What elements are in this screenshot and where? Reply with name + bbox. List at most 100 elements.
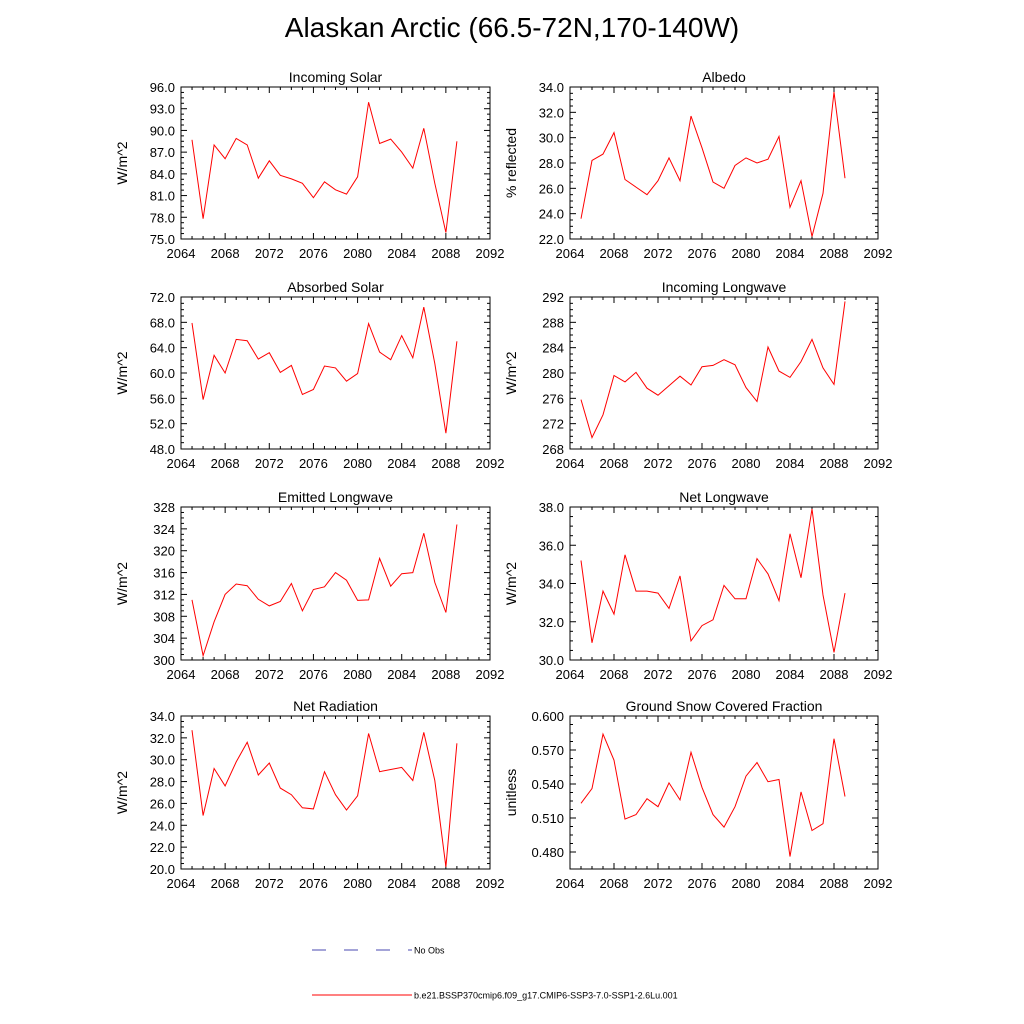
y-tick-label: 96.0 [150,80,175,95]
x-tick-label: 2092 [864,667,893,682]
x-tick-label: 2080 [732,667,761,682]
y-tick-label: 312 [153,587,175,602]
y-tick-label: 0.570 [531,743,564,758]
x-tick-label: 2076 [299,246,328,261]
y-tick-label: 292 [542,290,564,305]
series-line-net-longwave [580,508,846,653]
y-axis-label: unitless [503,769,519,816]
x-tick-label: 2064 [167,246,196,261]
chart-panel-net-radiation: Net Radiation W/m^2 2064 2068 2072 2076 2080 20… [114,698,504,891]
y-tick-label: 93.0 [150,102,175,117]
y-tick-label: 34.0 [150,709,175,724]
x-tick-label: 2080 [732,456,761,471]
x-tick-label: 2068 [600,246,629,261]
y-tick-label: 34.0 [539,577,564,592]
legend: No Obs b.e21.BSSP370cmip6.f09_g17.CMIP6-… [312,946,678,1001]
chart-panel-albedo: Albedo % reflected 2064 2068 2072 2076 2080 208… [503,69,892,261]
x-tick-label: 2088 [820,876,849,891]
x-tick-label: 2072 [644,456,673,471]
x-tick-label: 2084 [776,456,805,471]
y-tick-label: 324 [153,522,175,537]
y-tick-label: 84.0 [150,167,175,182]
chart-title: Incoming Solar [289,69,383,85]
x-tick-label: 2064 [167,667,196,682]
y-tick-label: 26.0 [150,796,175,811]
y-tick-label: 48.0 [150,442,175,457]
y-tick-label: 56.0 [150,391,175,406]
plot-frame [569,506,879,661]
chart-title: Net Longwave [679,489,769,505]
plot-frame [569,715,879,870]
plot-frame [180,86,491,240]
x-tick-label: 2072 [255,876,284,891]
y-tick-label: 0.510 [531,811,564,826]
y-tick-label: 272 [542,417,564,432]
x-tick-label: 2068 [211,876,240,891]
series-line-incoming-solar [191,102,458,233]
y-tick-label: 87.0 [150,145,175,160]
x-tick-label: 2064 [556,456,585,471]
y-tick-label: 72.0 [150,290,175,305]
y-tick-label: 75.0 [150,232,175,247]
y-axis-label: W/m^2 [114,141,130,184]
plot-frame [569,296,879,450]
x-tick-label: 2076 [688,246,717,261]
y-tick-label: 24.0 [539,207,564,222]
x-tick-label: 2064 [167,456,196,471]
x-tick-label: 2068 [600,456,629,471]
y-tick-label: 32.0 [150,731,175,746]
x-tick-label: 2072 [255,456,284,471]
y-tick-label: 328 [153,500,175,515]
y-tick-label: 20.0 [150,862,175,877]
y-tick-label: 28.0 [539,156,564,171]
y-tick-label: 0.480 [531,845,564,860]
y-tick-label: 34.0 [539,80,564,95]
x-tick-label: 2080 [343,667,372,682]
series-line-net-radiation [191,730,458,867]
chart-panel-net-longwave: Net Longwave W/m^2 2064 2068 2072 2076 2080 208… [503,489,892,682]
x-tick-label: 2064 [556,876,585,891]
x-tick-label: 2076 [688,456,717,471]
y-axis-label: W/m^2 [503,351,519,394]
y-tick-label: 284 [542,341,564,356]
y-tick-label: 26.0 [539,181,564,196]
x-tick-label: 2072 [644,667,673,682]
x-tick-label: 2072 [644,246,673,261]
x-tick-label: 2080 [343,876,372,891]
y-tick-label: 304 [153,631,175,646]
y-tick-label: 64.0 [150,341,175,356]
x-tick-label: 2088 [820,456,849,471]
x-tick-label: 2092 [476,876,505,891]
y-tick-label: 280 [542,366,564,381]
series-line-ground-snow-covered-fraction [580,732,846,857]
x-tick-label: 2092 [476,246,505,261]
y-tick-label: 68.0 [150,315,175,330]
x-tick-label: 2072 [255,246,284,261]
y-tick-label: 36.0 [539,538,564,553]
x-tick-label: 2084 [776,876,805,891]
x-tick-label: 2080 [732,876,761,891]
y-tick-label: 60.0 [150,366,175,381]
x-tick-label: 2064 [556,667,585,682]
y-tick-label: 0.540 [531,777,564,792]
x-tick-label: 2068 [600,667,629,682]
y-axis-label: W/m^2 [503,562,519,605]
x-tick-label: 2092 [864,456,893,471]
chart-panel-emitted-longwave: Emitted Longwave W/m^2 2064 2068 2072 2076 208… [114,489,504,682]
x-tick-label: 2068 [600,876,629,891]
chart-title: Incoming Longwave [662,279,787,295]
y-axis-label: W/m^2 [114,351,130,394]
x-tick-label: 2088 [431,246,460,261]
x-tick-label: 2076 [299,667,328,682]
y-tick-label: 30.0 [539,131,564,146]
y-tick-label: 30.0 [539,653,564,668]
x-tick-label: 2084 [387,876,416,891]
series-line-absorbed-solar [191,306,458,434]
chart-title: Absorbed Solar [287,279,384,295]
x-tick-label: 2068 [211,246,240,261]
x-tick-label: 2092 [476,456,505,471]
legend-obs-label: No Obs [414,946,445,956]
x-tick-label: 2068 [211,667,240,682]
series-line-albedo [580,92,846,237]
